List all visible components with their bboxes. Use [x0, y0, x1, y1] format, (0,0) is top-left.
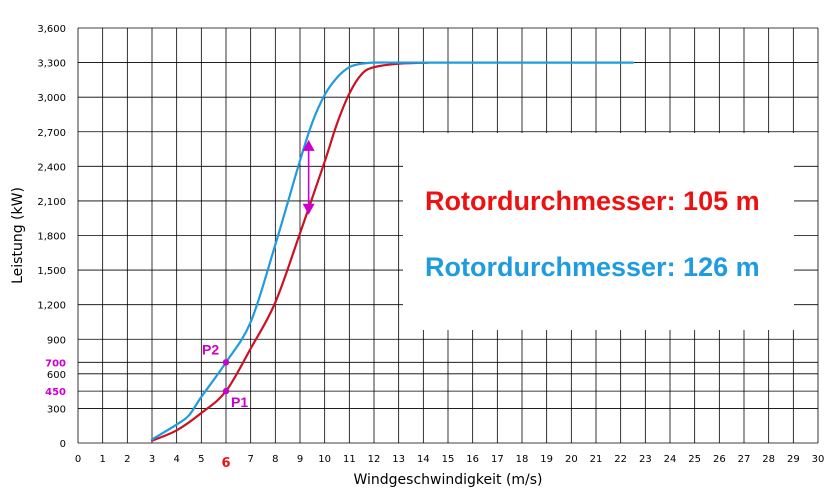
- x-tick-label: 22: [614, 454, 627, 465]
- y-tick-label: 900: [47, 335, 66, 346]
- y-tick-label: 0: [60, 439, 66, 450]
- x-tick-label: 25: [688, 454, 701, 465]
- y-highlight-label: 450: [45, 387, 66, 398]
- x-tick-label: 8: [272, 454, 278, 465]
- x-tick-label: 14: [417, 454, 430, 465]
- legend-entry: Rotordurchmesser: 105 m: [425, 186, 760, 216]
- y-tick-label: 300: [47, 404, 66, 415]
- y-tick-label: 3,300: [37, 59, 66, 70]
- x-tick-label: 30: [812, 454, 825, 465]
- series-line-105m: [150, 61, 430, 442]
- y-tick-label: 1,800: [37, 232, 66, 243]
- x-tick-label: 6: [221, 456, 230, 471]
- series-line-126m: [150, 61, 635, 441]
- y-axis-title: Leistung (kW): [10, 187, 26, 284]
- y-tick-label: 1,500: [37, 266, 66, 277]
- x-tick-label: 18: [516, 454, 529, 465]
- legend: Rotordurchmesser: 105 m Rotordurchmesser:…: [425, 186, 760, 282]
- x-tick-label: 4: [173, 454, 179, 465]
- x-tick-label: 16: [466, 454, 479, 465]
- x-tick-label: 29: [787, 454, 800, 465]
- arrow-head-up: [302, 139, 315, 151]
- x-tick-label: 3: [149, 454, 155, 465]
- y-tick-label: 1,200: [37, 301, 66, 312]
- y-tick-label: 2,100: [37, 197, 66, 208]
- x-tick-label: 15: [442, 454, 455, 465]
- x-tick-label: 7: [247, 454, 253, 465]
- y-tick-label: 600: [47, 370, 66, 381]
- x-tick-label: 24: [664, 454, 677, 465]
- x-tick-label: 11: [343, 454, 356, 465]
- point-p1: [222, 387, 230, 395]
- legend-entry: Rotordurchmesser: 126 m: [425, 252, 760, 282]
- y-tick-label: 3,000: [37, 93, 66, 104]
- x-tick-label: 26: [713, 454, 726, 465]
- legend-box: [403, 133, 794, 330]
- point-label-p1: P1: [231, 394, 248, 410]
- x-tick-label: 9: [297, 454, 303, 465]
- x-tick-label: 5: [198, 454, 204, 465]
- x-tick-label: 17: [491, 454, 504, 465]
- y-tick-label: 3,600: [37, 24, 66, 35]
- y-highlight-label: 700: [45, 358, 66, 369]
- x-tick-label: 20: [565, 454, 578, 465]
- x-tick-label: 23: [639, 454, 652, 465]
- y-tick-label: 2,700: [37, 128, 66, 139]
- x-tick-label: 10: [318, 454, 331, 465]
- x-tick-label: 2: [124, 454, 130, 465]
- x-tick-label: 19: [540, 454, 553, 465]
- x-axis-title: Windgeschwindigkeit (m/s): [353, 472, 542, 488]
- x-tick-label: 12: [368, 454, 381, 465]
- series-layer: [150, 61, 635, 442]
- y-tick-label: 2,400: [37, 162, 66, 173]
- x-tick-label: 27: [738, 454, 751, 465]
- x-tick-label: 0: [75, 454, 81, 465]
- point-p2: [222, 359, 230, 366]
- arrow-head-down: [302, 203, 315, 215]
- tick-labels: 0 1 2 3 4 5 6 7 8 9 10 11 12 13 14 15 16 17 18 19 20 21 22 23 24…: [37, 24, 824, 471]
- point-label-p2: P2: [202, 341, 219, 357]
- annotations: P1 P2: [202, 139, 315, 410]
- x-tick-label: 1: [99, 454, 105, 465]
- x-tick-label: 28: [762, 454, 775, 465]
- x-tick-label: 13: [392, 454, 405, 465]
- x-tick-label: 21: [590, 454, 603, 465]
